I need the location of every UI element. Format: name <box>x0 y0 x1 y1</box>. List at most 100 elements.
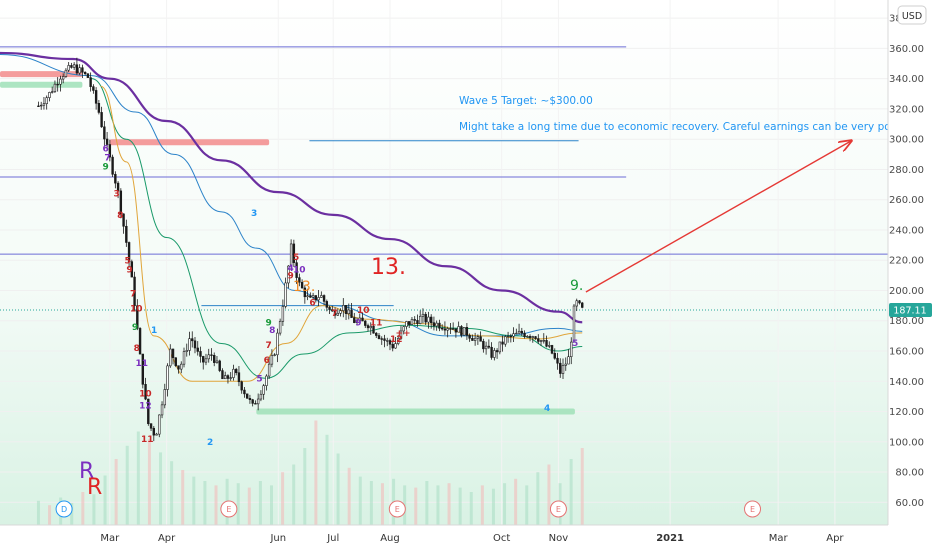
volume-bar <box>514 478 518 525</box>
candle-body <box>300 281 304 289</box>
candle-body <box>416 320 419 324</box>
candle-body <box>226 375 230 379</box>
candle-body <box>559 362 562 374</box>
candle-body <box>517 330 521 334</box>
candle-body <box>50 91 54 93</box>
moving-average-line <box>100 85 583 382</box>
volume-bar <box>503 483 507 525</box>
volume-bar <box>369 481 373 525</box>
candle-body <box>289 243 293 267</box>
volume-bar <box>325 434 329 525</box>
volume-bar <box>580 448 584 525</box>
candle-body <box>89 77 92 87</box>
candle-body <box>366 325 370 329</box>
note-text: Might take a long time due to economic r… <box>459 121 904 133</box>
candle-body <box>248 398 252 400</box>
last-price-label: 187.11 <box>889 302 932 317</box>
x-tick-label: Jul <box>326 533 339 544</box>
candle-body <box>471 337 474 341</box>
candle-body <box>528 336 532 338</box>
y-tick-label: 260.00 <box>889 195 924 206</box>
candle-body <box>526 336 529 338</box>
dividend-marker-label: D <box>61 505 67 514</box>
count-9-green: 9. <box>570 278 583 294</box>
volume-bar <box>281 472 285 525</box>
y-tick-label: 140.00 <box>889 377 924 388</box>
candle-body <box>377 335 381 339</box>
candle-body <box>325 301 329 308</box>
volume-bar <box>458 487 462 525</box>
candle-body <box>314 295 318 301</box>
y-tick-label: 80.00 <box>895 468 924 479</box>
candle-body <box>386 340 389 342</box>
candle-body <box>564 363 567 366</box>
y-tick-label: 360.00 <box>889 44 924 55</box>
candle-body <box>545 340 548 347</box>
candle-body <box>548 345 551 347</box>
candle-body <box>97 102 101 113</box>
candle-body <box>383 338 386 341</box>
count-label: 9 <box>103 162 109 172</box>
earnings-marker <box>388 500 406 518</box>
candle-body <box>572 305 576 343</box>
candle-body <box>199 351 202 357</box>
candle-body <box>224 375 227 380</box>
count-label: 12 <box>139 402 152 412</box>
volume-bar <box>536 472 540 525</box>
candle-body <box>342 305 345 311</box>
candle-body <box>61 76 65 80</box>
candle-body <box>169 348 172 367</box>
candle-body <box>284 282 287 307</box>
x-tick-label: Aug <box>380 533 400 544</box>
count-label: 7 <box>331 309 337 319</box>
candle-body <box>213 354 216 363</box>
candle-body <box>259 393 263 400</box>
candle-body <box>353 317 356 323</box>
candle-body <box>221 370 224 380</box>
candle-body <box>446 328 449 331</box>
candle-body <box>158 414 161 435</box>
candle-body <box>86 73 90 78</box>
candle-body <box>465 327 469 336</box>
volume-bar <box>258 481 262 525</box>
candle-body <box>372 326 375 334</box>
volume-bar <box>303 448 307 525</box>
volume-bar <box>114 459 118 525</box>
y-axis-ticks: 60.00 80.00 100.00 120.00 140.00 160.00 180.00… <box>889 14 924 509</box>
candle-body <box>460 326 463 336</box>
moving-averages <box>0 51 583 382</box>
candle-body <box>578 300 581 304</box>
candle-body <box>457 326 460 333</box>
count-label: 9 <box>132 323 138 333</box>
candle-body <box>119 190 123 215</box>
candle-body <box>443 328 447 331</box>
candle-body <box>339 310 342 314</box>
candle-body <box>556 357 559 364</box>
candle-body <box>177 365 180 370</box>
volume-bar <box>425 481 429 525</box>
candle-body <box>331 309 334 312</box>
volume-bar <box>92 494 96 525</box>
candle-body <box>133 276 136 307</box>
y-tick-label: 280.00 <box>889 165 924 176</box>
candle-body <box>108 144 112 158</box>
currency-button[interactable]: USD <box>897 5 927 25</box>
candle-body <box>136 305 139 329</box>
moving-average-line <box>91 78 583 379</box>
volume-bar <box>358 476 362 525</box>
candle-body <box>520 330 524 334</box>
candle-body <box>105 138 109 145</box>
count-label: 9 <box>265 318 271 328</box>
y-tick-label: 160.00 <box>889 347 924 358</box>
y-tick-label: 180.00 <box>889 316 924 327</box>
candle-body <box>399 330 403 339</box>
candle-body <box>347 309 350 314</box>
candle-body <box>440 327 444 330</box>
candle-body <box>336 312 340 316</box>
candle-body <box>278 320 282 334</box>
x-tick-label: Nov <box>549 533 569 544</box>
volume-bar <box>103 475 107 525</box>
candle-body <box>111 156 114 175</box>
volume-bar <box>70 503 74 525</box>
